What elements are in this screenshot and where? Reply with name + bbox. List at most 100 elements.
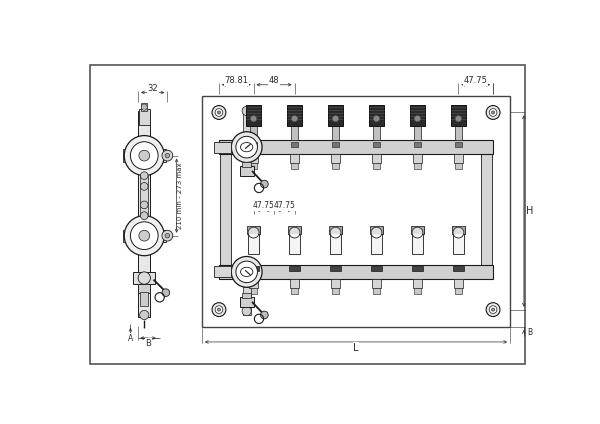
Bar (328, 105, 343, 126)
Text: 47.75: 47.75 (274, 201, 295, 210)
Bar (242, 293, 251, 298)
Text: 47.75: 47.75 (464, 76, 488, 85)
Bar (289, 233, 300, 254)
Bar (214, 142, 230, 153)
Bar (331, 279, 340, 288)
Bar (292, 163, 298, 170)
Bar (332, 163, 338, 170)
Bar (123, 229, 166, 242)
Circle shape (236, 137, 257, 158)
Bar (140, 176, 148, 216)
Circle shape (231, 257, 262, 287)
Bar (415, 288, 421, 294)
Circle shape (212, 106, 226, 120)
Bar (481, 154, 491, 265)
Circle shape (140, 183, 148, 190)
Bar (242, 162, 251, 167)
Bar (329, 226, 341, 234)
Circle shape (491, 111, 494, 114)
Bar (413, 126, 421, 140)
Bar (411, 226, 424, 234)
Bar (251, 288, 257, 294)
Circle shape (231, 132, 262, 162)
Bar (248, 233, 259, 254)
Circle shape (139, 150, 149, 161)
Bar (138, 111, 151, 317)
Circle shape (141, 104, 148, 110)
Circle shape (332, 116, 338, 122)
Circle shape (217, 308, 220, 311)
Circle shape (215, 306, 223, 313)
Bar (219, 265, 493, 279)
Circle shape (139, 230, 149, 241)
Bar (330, 233, 341, 254)
Circle shape (371, 227, 382, 238)
Bar (451, 105, 466, 126)
Text: 47.75: 47.75 (253, 201, 275, 210)
Bar (330, 266, 341, 271)
Text: L: L (353, 343, 359, 353)
Circle shape (489, 306, 497, 313)
Circle shape (412, 227, 423, 238)
Circle shape (330, 227, 341, 238)
Bar (202, 95, 510, 326)
Circle shape (415, 116, 421, 122)
Circle shape (491, 308, 494, 311)
Bar (249, 154, 258, 163)
Bar (410, 105, 425, 126)
Text: A: A (128, 334, 133, 343)
Circle shape (162, 230, 173, 241)
Bar (412, 266, 423, 271)
Bar (373, 142, 380, 147)
Ellipse shape (241, 267, 253, 276)
Circle shape (373, 116, 380, 122)
Bar (287, 105, 302, 126)
Bar (290, 279, 299, 288)
Bar (138, 284, 151, 293)
Bar (452, 226, 464, 234)
Bar (247, 226, 260, 234)
Bar (454, 279, 463, 288)
Circle shape (260, 180, 268, 188)
Bar (453, 266, 464, 271)
Bar (455, 288, 461, 294)
Bar (240, 296, 254, 307)
Bar (250, 142, 257, 147)
Bar (219, 140, 493, 154)
Bar (455, 126, 462, 140)
Circle shape (165, 153, 170, 158)
Circle shape (236, 261, 257, 283)
Text: 32: 32 (148, 84, 158, 93)
Circle shape (140, 212, 148, 220)
Circle shape (289, 227, 300, 238)
Circle shape (140, 172, 148, 179)
Bar (289, 226, 301, 234)
Bar (141, 103, 148, 111)
Bar (291, 126, 298, 140)
Bar (289, 266, 300, 271)
Text: 78.81: 78.81 (224, 76, 248, 85)
Bar (250, 126, 257, 140)
Circle shape (453, 227, 464, 238)
Bar (249, 279, 258, 288)
Bar (369, 105, 384, 126)
Circle shape (486, 303, 500, 317)
Circle shape (455, 116, 461, 122)
Bar (373, 126, 380, 140)
Bar (454, 154, 463, 163)
Bar (370, 226, 383, 234)
Bar (331, 154, 340, 163)
Circle shape (124, 216, 164, 256)
Bar (455, 142, 462, 147)
Bar (453, 233, 464, 254)
Bar (291, 142, 298, 147)
Bar (412, 233, 423, 254)
Circle shape (215, 109, 223, 116)
Circle shape (140, 310, 149, 320)
Circle shape (162, 150, 173, 161)
Text: B: B (527, 328, 533, 337)
Text: H: H (526, 206, 534, 216)
Bar (240, 166, 254, 176)
Bar (371, 266, 382, 271)
Bar (415, 163, 421, 170)
